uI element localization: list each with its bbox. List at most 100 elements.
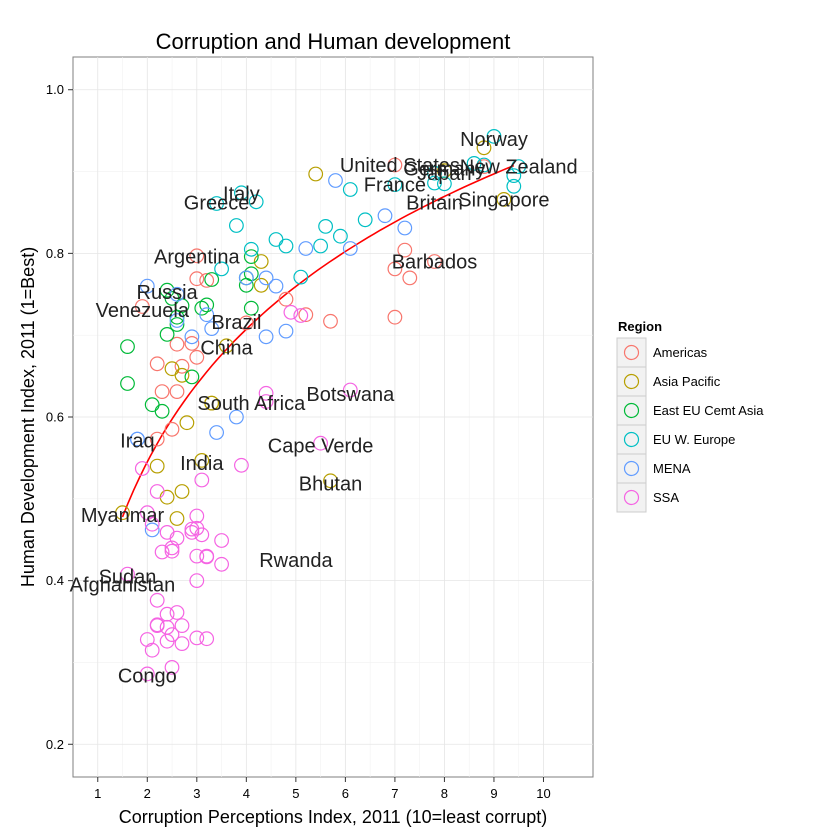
legend-label: Asia Pacific — [653, 374, 721, 389]
point-asia-pacific — [115, 505, 130, 521]
legend: Region Americas Asia Pacific East EU Cemt A… — [616, 319, 764, 513]
x-tick-label: 1 — [94, 786, 101, 801]
y-tick-label: 0.6 — [46, 410, 64, 425]
legend-key — [616, 424, 647, 455]
point-americas — [199, 273, 215, 288]
point-mena — [342, 241, 358, 256]
point-eu-w-europe — [278, 238, 294, 254]
point-east-eu-cemt-asia — [243, 300, 259, 316]
point-label: Greece — [184, 193, 250, 215]
point-eu-w-europe — [248, 194, 264, 210]
point-americas — [164, 421, 180, 437]
point-mena — [238, 270, 254, 286]
point-asia-pacific — [169, 511, 185, 526]
point-east-eu-cemt-asia — [120, 339, 135, 355]
point-label: Barbados — [392, 252, 478, 274]
point-mena — [139, 278, 155, 294]
point-mena — [129, 431, 145, 447]
point-eu-w-europe — [506, 178, 522, 194]
point-mena — [169, 286, 185, 302]
legend-label: MENA — [653, 461, 691, 476]
legend-label: EU W. Europe — [653, 432, 735, 447]
point-label: New Zealand — [460, 157, 578, 179]
point-americas — [238, 315, 254, 331]
grid — [73, 57, 593, 777]
point-mena — [397, 220, 413, 236]
point-label: United States — [340, 155, 460, 177]
legend-item: Americas — [616, 337, 708, 368]
legend-label: East EU Cemt Asia — [653, 403, 764, 418]
point-asia-pacific — [174, 367, 190, 383]
y-tick-label: 1.0 — [46, 82, 64, 97]
legend-item: MENA — [616, 453, 691, 484]
point-label: Cape Verde — [268, 436, 374, 458]
point-asia-pacific — [149, 458, 165, 474]
legend-title: Region — [618, 319, 662, 334]
point-eu-w-europe — [318, 218, 334, 234]
point-ssa — [189, 548, 205, 564]
point-label: Italy — [223, 184, 260, 206]
point-mena — [268, 278, 284, 294]
point-asia-pacific — [194, 453, 210, 468]
point-ssa — [214, 533, 230, 548]
point-eu-w-europe — [342, 182, 358, 197]
y-tick-label: 0.2 — [46, 737, 64, 752]
point-east-eu-cemt-asia — [159, 282, 175, 298]
legend-marker — [623, 431, 640, 448]
point-mena — [298, 241, 314, 256]
point-eu-w-europe — [387, 177, 403, 193]
point-ssa — [194, 527, 210, 543]
legend-key — [616, 395, 647, 426]
point-americas — [323, 313, 338, 329]
point-ssa — [342, 382, 358, 398]
point-label: France — [364, 175, 426, 197]
point-ssa — [164, 543, 180, 559]
point-label: Britain — [406, 193, 463, 215]
x-tick-label: 3 — [193, 786, 200, 801]
point-east-eu-cemt-asia — [243, 266, 259, 282]
point-americas — [134, 299, 150, 314]
point-eu-w-europe — [357, 212, 373, 228]
point-americas — [154, 384, 170, 400]
x-tick-label: 5 — [292, 786, 299, 801]
point-label: Botswana — [306, 384, 395, 406]
legend-label: Americas — [653, 345, 708, 360]
x-tick-label: 2 — [144, 786, 151, 801]
point-asia-pacific — [204, 395, 220, 411]
point-asia-pacific — [179, 415, 195, 431]
point-ssa — [149, 484, 165, 499]
point-eu-w-europe — [243, 241, 259, 257]
point-eu-w-europe — [228, 218, 244, 233]
point-ssa — [194, 472, 210, 488]
point-ssa — [120, 566, 135, 582]
point-americas — [387, 157, 403, 173]
y-tick-label: 0.8 — [46, 246, 64, 261]
point-eu-w-europe — [209, 196, 225, 211]
point-label: Singapore — [458, 189, 549, 211]
x-tick-label: 10 — [536, 786, 550, 801]
point-ssa — [283, 304, 299, 320]
point-east-eu-cemt-asia — [120, 376, 135, 391]
point-ssa — [144, 642, 160, 658]
point-mena — [377, 208, 393, 224]
point-asia-pacific — [253, 277, 269, 293]
x-tick-label: 9 — [490, 786, 497, 801]
point-americas — [189, 349, 205, 365]
point-eu-w-europe — [466, 155, 482, 171]
point-label: India — [180, 453, 224, 475]
point-americas — [387, 309, 403, 325]
trend-line — [121, 164, 515, 518]
point-mena — [199, 307, 215, 323]
point-mena — [228, 409, 244, 425]
point-mena — [184, 329, 200, 345]
point-americas — [169, 336, 185, 352]
point-asia-pacific — [308, 166, 324, 182]
point-label: Germany — [403, 158, 485, 180]
axes: 1 2 3 4 5 6 7 8 9 10 0.2 0.4 0.6 0.8 1.0 — [46, 82, 551, 801]
legend-item: EU W. Europe — [616, 424, 735, 455]
point-mena — [169, 313, 185, 328]
legend-marker — [623, 344, 640, 361]
point-label: Rwanda — [259, 550, 333, 572]
point-mena — [258, 270, 274, 286]
